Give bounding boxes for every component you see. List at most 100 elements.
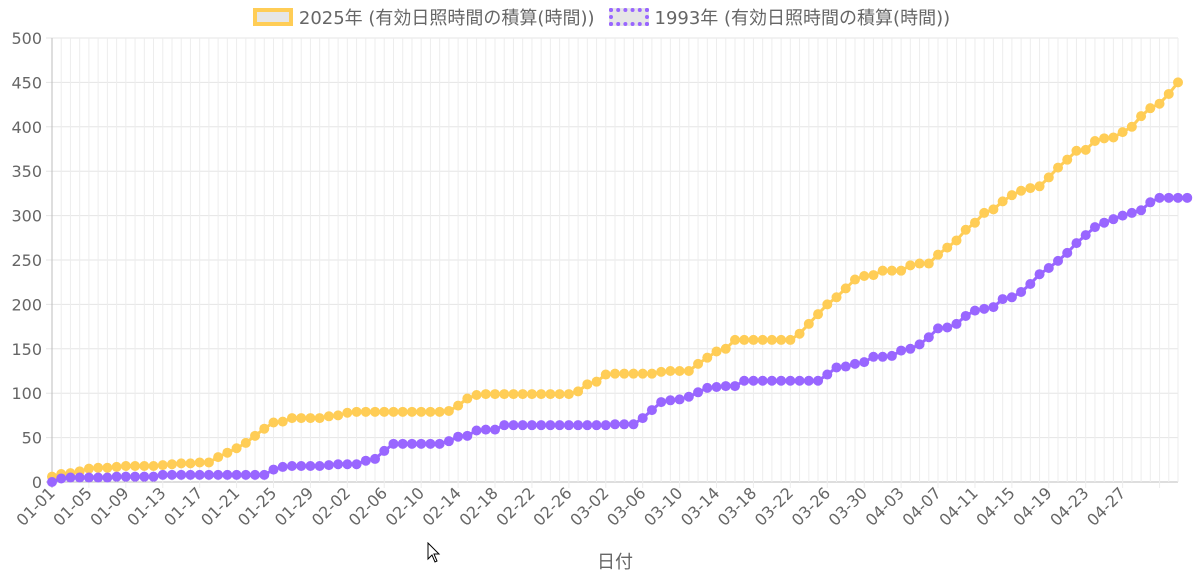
x-tick-label: 04-11 bbox=[935, 483, 981, 529]
data-point-1 bbox=[250, 469, 261, 480]
data-point-0 bbox=[1071, 145, 1082, 156]
x-axis-title: 日付 bbox=[597, 552, 633, 573]
y-tick-label: 50 bbox=[22, 429, 42, 448]
data-point-0 bbox=[554, 389, 565, 400]
x-tick-label: 04-15 bbox=[972, 483, 1018, 529]
data-point-0 bbox=[803, 318, 814, 329]
data-point-1 bbox=[582, 420, 593, 431]
data-point-0 bbox=[148, 461, 159, 472]
data-point-1 bbox=[213, 469, 224, 480]
data-point-1 bbox=[536, 420, 547, 431]
data-point-0 bbox=[822, 299, 833, 310]
data-point-1 bbox=[619, 419, 630, 430]
data-point-1 bbox=[305, 461, 316, 472]
data-point-1 bbox=[665, 395, 676, 406]
x-tick-label: 01-21 bbox=[197, 483, 243, 529]
data-point-0 bbox=[360, 406, 371, 417]
data-point-0 bbox=[83, 463, 94, 474]
data-point-1 bbox=[351, 459, 362, 470]
data-point-1 bbox=[314, 461, 325, 472]
data-point-1 bbox=[822, 369, 833, 380]
data-point-1 bbox=[1154, 192, 1165, 203]
data-point-0 bbox=[120, 461, 131, 472]
data-point-1 bbox=[766, 375, 777, 386]
data-point-1 bbox=[111, 471, 122, 482]
data-point-1 bbox=[840, 361, 851, 372]
data-point-1 bbox=[729, 381, 740, 392]
y-tick-label: 250 bbox=[11, 251, 42, 270]
data-point-0 bbox=[259, 423, 270, 434]
data-point-0 bbox=[748, 334, 759, 345]
legend-label-2025: 2025年 (有効日照時間の積算(時間)) bbox=[298, 8, 595, 29]
data-point-0 bbox=[646, 368, 657, 379]
legend-item-2025[interactable]: 2025年 (有効日照時間の積算(時間)) bbox=[252, 4, 595, 30]
data-point-1 bbox=[425, 438, 436, 449]
y-tick-label: 450 bbox=[11, 73, 42, 92]
data-point-0 bbox=[628, 368, 639, 379]
data-point-0 bbox=[499, 389, 510, 400]
data-point-0 bbox=[1126, 121, 1137, 132]
data-point-1 bbox=[1016, 286, 1027, 297]
data-point-0 bbox=[453, 400, 464, 411]
data-point-0 bbox=[1062, 154, 1073, 165]
data-point-1 bbox=[259, 469, 270, 480]
data-point-0 bbox=[425, 406, 436, 417]
data-point-1 bbox=[480, 424, 491, 435]
data-point-1 bbox=[1136, 205, 1147, 216]
data-point-0 bbox=[785, 334, 796, 345]
data-point-1 bbox=[942, 322, 953, 333]
data-point-1 bbox=[222, 469, 233, 480]
data-point-0 bbox=[1117, 127, 1128, 138]
data-point-1 bbox=[286, 461, 297, 472]
data-point-1 bbox=[656, 397, 667, 408]
data-point-0 bbox=[776, 334, 787, 345]
data-point-0 bbox=[314, 413, 325, 424]
data-point-0 bbox=[656, 366, 667, 377]
data-point-0 bbox=[969, 217, 980, 228]
legend-item-1993[interactable]: 1993年 (有効日照時間の積算(時間)) bbox=[608, 4, 950, 30]
data-point-0 bbox=[1043, 172, 1054, 183]
data-point-0 bbox=[296, 413, 307, 424]
data-point-0 bbox=[1016, 185, 1027, 196]
data-point-0 bbox=[231, 443, 242, 454]
data-point-1 bbox=[47, 477, 57, 487]
data-point-1 bbox=[674, 394, 685, 405]
data-point-0 bbox=[933, 249, 944, 260]
data-point-0 bbox=[342, 407, 353, 418]
data-point-1 bbox=[683, 391, 694, 402]
data-point-0 bbox=[111, 461, 122, 472]
data-point-0 bbox=[665, 366, 676, 376]
x-tick-label: 01-13 bbox=[123, 483, 169, 529]
data-point-1 bbox=[93, 472, 104, 483]
data-point-0 bbox=[960, 224, 971, 235]
x-tick-label: 01-29 bbox=[271, 483, 317, 529]
data-point-1 bbox=[379, 445, 390, 456]
y-tick-label: 350 bbox=[11, 162, 42, 181]
data-point-1 bbox=[960, 310, 971, 321]
data-point-0 bbox=[462, 393, 473, 404]
data-point-0 bbox=[1163, 88, 1174, 99]
y-tick-label: 300 bbox=[11, 207, 42, 226]
data-point-1 bbox=[130, 471, 141, 482]
x-tick-label: 04-27 bbox=[1083, 483, 1129, 529]
data-point-0 bbox=[268, 417, 279, 428]
data-point-1 bbox=[886, 350, 897, 361]
data-point-0 bbox=[988, 204, 999, 215]
data-point-1 bbox=[794, 375, 805, 386]
data-point-1 bbox=[65, 472, 76, 483]
data-point-1 bbox=[748, 375, 759, 386]
data-point-1 bbox=[693, 387, 704, 398]
data-point-1 bbox=[739, 375, 750, 386]
data-point-1 bbox=[610, 419, 620, 430]
data-point-0 bbox=[139, 461, 150, 472]
data-point-1 bbox=[102, 472, 113, 483]
x-tick-label: 01-25 bbox=[234, 483, 280, 529]
data-point-1 bbox=[1099, 217, 1110, 228]
data-point-0 bbox=[194, 457, 205, 468]
data-point-1 bbox=[139, 471, 150, 482]
data-point-1 bbox=[914, 339, 925, 350]
data-point-0 bbox=[443, 405, 454, 416]
data-point-0 bbox=[480, 389, 491, 400]
data-point-1 bbox=[702, 382, 713, 393]
